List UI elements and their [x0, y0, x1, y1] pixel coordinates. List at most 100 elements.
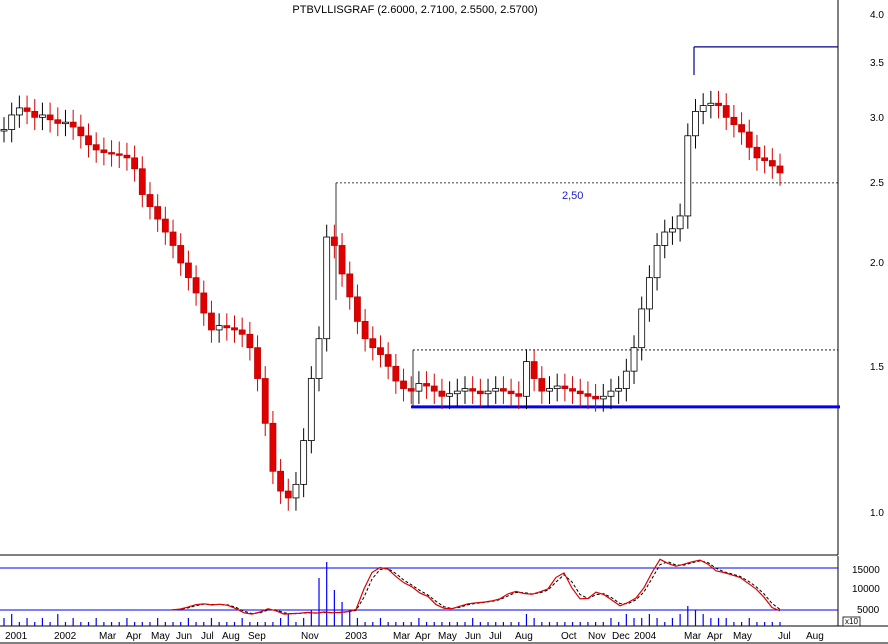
candle-body — [584, 393, 592, 397]
candle-body — [400, 380, 407, 389]
candle-body — [661, 231, 669, 246]
candle-body — [453, 390, 461, 395]
volume-scale-box — [842, 616, 861, 627]
y-tick-label: 1.5 — [870, 362, 884, 373]
x-tick-label: Aug — [222, 631, 240, 642]
candle-body — [23, 107, 31, 112]
candle-body — [92, 144, 100, 151]
candle-body — [530, 361, 538, 379]
candle-body — [8, 114, 16, 130]
candle-body — [423, 383, 430, 387]
candle-body — [676, 215, 684, 230]
y-tick-label: 3.0 — [870, 113, 884, 124]
candle-body — [177, 245, 185, 264]
x-tick-label: Apr — [126, 631, 142, 642]
candle-body — [108, 152, 115, 155]
candle-body — [369, 338, 377, 349]
candle-body — [476, 390, 484, 395]
chart-title: PTBVLLISGRAF (2.6000, 2.7100, 2.5500, 2.… — [292, 4, 537, 16]
candle-body — [292, 483, 300, 499]
price-y-axis: 4.0 3.5 3.0 2.5 2.0 1.5 1.0 — [870, 10, 884, 519]
candle-body — [469, 388, 477, 392]
candle-body — [384, 354, 392, 367]
candle-body — [592, 395, 600, 400]
candle-body — [354, 296, 361, 322]
candle-body — [738, 124, 745, 133]
candle-body — [569, 388, 576, 392]
x-tick-label: Oct — [561, 631, 577, 642]
x-tick-label: Aug — [515, 631, 533, 642]
candle-body — [346, 273, 354, 298]
candle-body — [269, 422, 277, 472]
candle-body — [776, 165, 784, 174]
oscillator-line — [171, 558, 781, 615]
x-tick-label: May — [151, 631, 170, 642]
volume-tick-label: 15000 — [852, 565, 880, 576]
candle-body — [546, 388, 553, 392]
candle-body — [707, 102, 715, 106]
candle-body — [461, 388, 469, 392]
candle-body — [184, 262, 192, 279]
candle-body — [115, 153, 123, 156]
candle-body — [246, 333, 254, 349]
oscillator-signal-line — [171, 560, 781, 615]
candle-body — [31, 111, 39, 118]
y-tick-label: 4.0 — [870, 10, 884, 21]
candle-body — [722, 105, 730, 118]
x-tick-label: 2004 — [634, 631, 657, 642]
x-tick-label: Nov — [301, 631, 319, 642]
candle-body — [131, 157, 139, 170]
candle-body — [653, 245, 661, 279]
x-tick-label: 2002 — [54, 631, 77, 642]
candle-body — [692, 111, 699, 137]
candle-body — [85, 135, 92, 146]
y-tick-label: 3.5 — [870, 58, 884, 69]
candle-body — [438, 390, 446, 397]
candle-body — [669, 228, 676, 233]
volume-y-axis: 15000 10000 5000 x10 — [842, 565, 880, 627]
candle-body — [146, 194, 154, 207]
candle-body — [161, 218, 169, 233]
candle-body — [615, 388, 623, 392]
candle-body — [415, 383, 423, 392]
candle-body — [430, 385, 438, 392]
x-tick-label: Nov — [588, 631, 606, 642]
candle-body — [392, 365, 400, 382]
x-tick-label: Jul — [778, 631, 791, 642]
candle-body — [622, 370, 630, 389]
candle-body — [553, 385, 561, 389]
candle-body — [138, 168, 146, 195]
x-tick-label: Sep — [248, 631, 266, 642]
candle-body — [768, 160, 776, 167]
volume-tick-label: 10000 — [852, 584, 880, 595]
x-tick-label: Jun — [465, 631, 481, 642]
candle-body — [699, 105, 707, 112]
candle-body — [100, 149, 108, 153]
candle-body — [515, 393, 523, 397]
x-tick-label: 2003 — [345, 631, 368, 642]
candle-body — [0, 129, 8, 132]
x-tick-label: Mar — [393, 631, 411, 642]
x-tick-label: May — [438, 631, 457, 642]
candle-body — [69, 121, 77, 128]
candle-body — [576, 390, 584, 395]
y-tick-label: 2.0 — [870, 258, 884, 269]
candle-body — [208, 312, 215, 331]
candle-body — [277, 470, 284, 492]
candle-body — [761, 157, 769, 161]
candle-body — [607, 390, 615, 397]
candle-body — [538, 378, 546, 392]
candle-body — [630, 347, 638, 372]
candle-body — [238, 329, 246, 335]
x-tick-label: Jul — [489, 631, 502, 642]
candle-body — [338, 245, 346, 275]
candle-body — [223, 325, 231, 329]
candle-body — [500, 388, 507, 392]
y-tick-label: 2.5 — [870, 178, 884, 189]
candle-body — [745, 131, 753, 148]
x-axis: 2001 2002 Mar Apr May Jun Jul Aug Sep No… — [5, 631, 824, 642]
candle-body — [492, 388, 500, 392]
candle-body — [154, 206, 162, 220]
candle-body — [62, 121, 69, 125]
